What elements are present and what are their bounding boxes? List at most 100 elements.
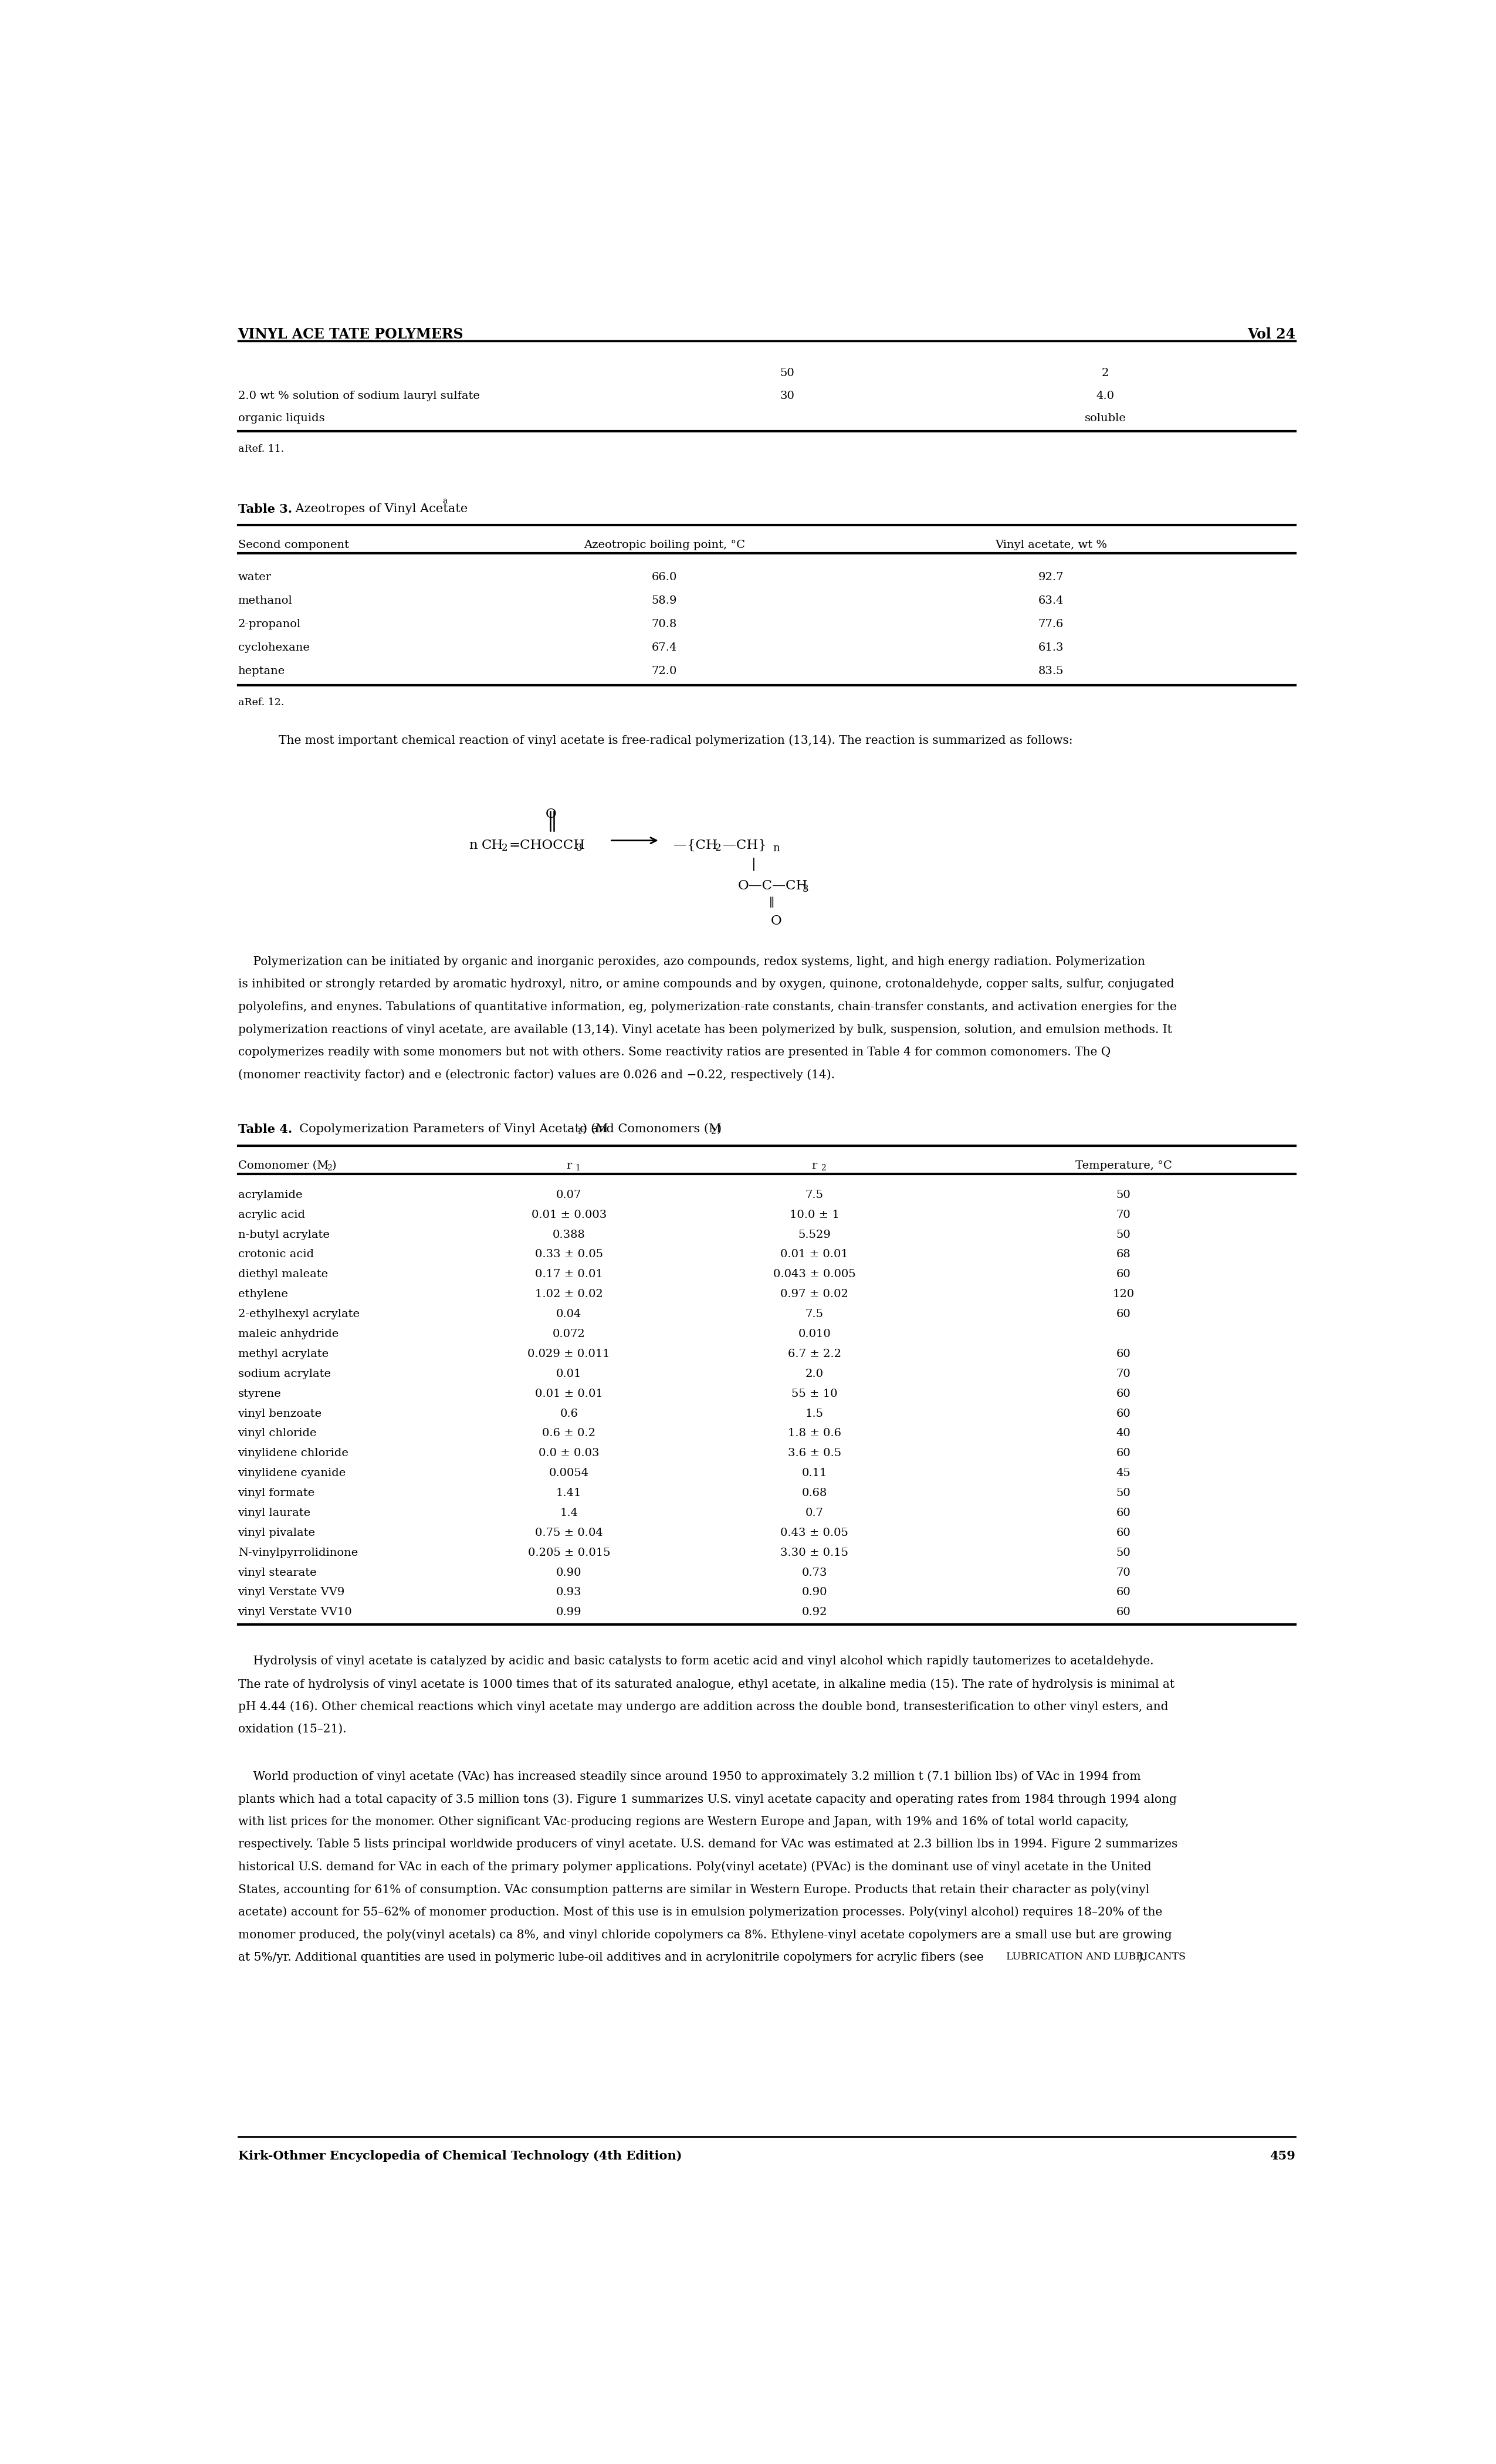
Text: oxidation (15–21).: oxidation (15–21). xyxy=(238,1725,346,1735)
Text: 55 ± 10: 55 ± 10 xyxy=(791,1387,838,1400)
Text: 0.90: 0.90 xyxy=(557,1567,582,1577)
Text: 40: 40 xyxy=(1116,1429,1131,1439)
Text: World production of vinyl acetate (VAc) has increased steadily since around 1950: World production of vinyl acetate (VAc) … xyxy=(238,1772,1140,1781)
Text: 3: 3 xyxy=(576,843,582,853)
Text: vinyl stearate: vinyl stearate xyxy=(238,1567,317,1577)
Text: crotonic acid: crotonic acid xyxy=(238,1249,314,1259)
Text: Temperature, °C: Temperature, °C xyxy=(1076,1161,1171,1170)
Text: 70: 70 xyxy=(1116,1210,1131,1220)
Text: 0.010: 0.010 xyxy=(797,1328,830,1340)
Text: vinyl laurate: vinyl laurate xyxy=(238,1508,311,1518)
Text: 0.11: 0.11 xyxy=(802,1469,827,1478)
Text: 2-ethylhexyl acrylate: 2-ethylhexyl acrylate xyxy=(238,1308,359,1321)
Text: 4.0: 4.0 xyxy=(1097,389,1115,402)
Text: 67.4: 67.4 xyxy=(652,643,678,653)
Text: ): ) xyxy=(332,1161,337,1170)
Text: 66.0: 66.0 xyxy=(652,572,678,582)
Text: CH: CH xyxy=(482,838,504,853)
Text: LUBRICATION AND LUBRICANTS: LUBRICATION AND LUBRICANTS xyxy=(1007,1951,1186,1961)
Text: 0.90: 0.90 xyxy=(802,1587,827,1597)
Text: O—C—CH: O—C—CH xyxy=(738,880,808,892)
Text: 2: 2 xyxy=(501,843,507,853)
Text: 6.7 ± 2.2: 6.7 ± 2.2 xyxy=(788,1348,841,1360)
Text: ∥: ∥ xyxy=(769,897,775,909)
Text: 3.30 ± 0.15: 3.30 ± 0.15 xyxy=(781,1547,848,1557)
Text: States, accounting for 61% of consumption. VAc consumption patterns are similar : States, accounting for 61% of consumptio… xyxy=(238,1885,1149,1895)
Text: organic liquids: organic liquids xyxy=(238,414,325,424)
Text: 50: 50 xyxy=(779,367,794,379)
Text: 68: 68 xyxy=(1116,1249,1131,1259)
Text: 58.9: 58.9 xyxy=(652,596,678,606)
Text: 459: 459 xyxy=(1270,2151,1296,2161)
Text: 0.043 ± 0.005: 0.043 ± 0.005 xyxy=(773,1269,856,1279)
Text: vinyl Verstate VV9: vinyl Verstate VV9 xyxy=(238,1587,346,1597)
Text: ): ) xyxy=(717,1124,721,1133)
Text: is inhibited or strongly retarded by aromatic hydroxyl, nitro, or amine compound: is inhibited or strongly retarded by aro… xyxy=(238,978,1174,991)
Text: 70.8: 70.8 xyxy=(652,618,678,631)
Text: aRef. 11.: aRef. 11. xyxy=(238,444,284,453)
Text: 0.68: 0.68 xyxy=(802,1488,827,1498)
Text: 2: 2 xyxy=(821,1163,826,1173)
Text: 2.0 wt % solution of sodium lauryl sulfate: 2.0 wt % solution of sodium lauryl sulfa… xyxy=(238,389,480,402)
Text: 3.6 ± 0.5: 3.6 ± 0.5 xyxy=(788,1449,841,1459)
Text: polyolefins, and enynes. Tabulations of quantitative information, eg, polymeriza: polyolefins, and enynes. Tabulations of … xyxy=(238,1000,1176,1013)
Text: vinyl chloride: vinyl chloride xyxy=(238,1429,317,1439)
Text: vinyl formate: vinyl formate xyxy=(238,1488,314,1498)
Text: n: n xyxy=(468,838,477,853)
Text: 0.43 ± 0.05: 0.43 ± 0.05 xyxy=(781,1528,848,1538)
Text: 70: 70 xyxy=(1116,1368,1131,1380)
Text: 60: 60 xyxy=(1116,1269,1131,1279)
Text: 0.75 ± 0.04: 0.75 ± 0.04 xyxy=(536,1528,603,1538)
Text: 1.41: 1.41 xyxy=(557,1488,582,1498)
Text: cyclohexane: cyclohexane xyxy=(238,643,310,653)
Text: 0.029 ± 0.011: 0.029 ± 0.011 xyxy=(528,1348,610,1360)
Text: 1: 1 xyxy=(576,1163,580,1173)
Text: diethyl maleate: diethyl maleate xyxy=(238,1269,328,1279)
Text: 0.01 ± 0.003: 0.01 ± 0.003 xyxy=(531,1210,606,1220)
Text: 1.8 ± 0.6: 1.8 ± 0.6 xyxy=(788,1429,841,1439)
Text: vinyl benzoate: vinyl benzoate xyxy=(238,1409,322,1419)
Text: vinylidene cyanide: vinylidene cyanide xyxy=(238,1469,346,1478)
Text: ethylene: ethylene xyxy=(238,1289,287,1299)
Text: 50: 50 xyxy=(1116,1488,1131,1498)
Text: Second component: Second component xyxy=(238,540,349,549)
Text: water: water xyxy=(238,572,271,582)
Text: 0.388: 0.388 xyxy=(552,1230,585,1239)
Text: 0.93: 0.93 xyxy=(557,1587,582,1597)
Text: 120: 120 xyxy=(1113,1289,1134,1299)
Text: heptane: heptane xyxy=(238,665,286,678)
Text: 1.02 ± 0.02: 1.02 ± 0.02 xyxy=(536,1289,603,1299)
Text: Azeotropes of Vinyl Acetate: Azeotropes of Vinyl Acetate xyxy=(292,503,468,515)
Text: 60: 60 xyxy=(1116,1449,1131,1459)
Text: plants which had a total capacity of 3.5 million tons (3). Figure 1 summarizes U: plants which had a total capacity of 3.5… xyxy=(238,1794,1176,1806)
Text: 0.6: 0.6 xyxy=(560,1409,577,1419)
Text: aRef. 12.: aRef. 12. xyxy=(238,697,284,707)
Text: 0.97 ± 0.02: 0.97 ± 0.02 xyxy=(781,1289,848,1299)
Text: Azeotropic boiling point, °C: Azeotropic boiling point, °C xyxy=(583,540,745,549)
Text: =CHOCCH: =CHOCCH xyxy=(509,838,585,853)
Text: 2: 2 xyxy=(711,1129,717,1136)
Text: with list prices for the monomer. Other significant VAc-producing regions are We: with list prices for the monomer. Other … xyxy=(238,1816,1128,1828)
Text: 7.5: 7.5 xyxy=(805,1308,823,1321)
Text: 0.99: 0.99 xyxy=(557,1607,582,1619)
Text: 77.6: 77.6 xyxy=(1038,618,1064,631)
Text: —CH}: —CH} xyxy=(723,838,766,853)
Text: methyl acrylate: methyl acrylate xyxy=(238,1348,328,1360)
Text: 60: 60 xyxy=(1116,1308,1131,1321)
Text: 0.205 ± 0.015: 0.205 ± 0.015 xyxy=(528,1547,610,1557)
Text: methanol: methanol xyxy=(238,596,292,606)
Text: 2-propanol: 2-propanol xyxy=(238,618,301,631)
Text: 60: 60 xyxy=(1116,1348,1131,1360)
Text: Vinyl acetate, wt %: Vinyl acetate, wt % xyxy=(995,540,1107,549)
Text: 60: 60 xyxy=(1116,1508,1131,1518)
Text: ).: ). xyxy=(1138,1951,1146,1964)
Text: acetate) account for 55–62% of monomer production. Most of this use is in emulsi: acetate) account for 55–62% of monomer p… xyxy=(238,1907,1162,1917)
Text: historical U.S. demand for VAc in each of the primary polymer applications. Poly: historical U.S. demand for VAc in each o… xyxy=(238,1860,1150,1873)
Text: pH 4.44 (16). Other chemical reactions which vinyl acetate may undergo are addit: pH 4.44 (16). Other chemical reactions w… xyxy=(238,1700,1168,1712)
Text: 60: 60 xyxy=(1116,1528,1131,1538)
Text: 0.7: 0.7 xyxy=(805,1508,823,1518)
Text: 0.6 ± 0.2: 0.6 ± 0.2 xyxy=(542,1429,595,1439)
Text: 72.0: 72.0 xyxy=(652,665,678,678)
Text: Comonomer (M: Comonomer (M xyxy=(238,1161,329,1170)
Text: 63.4: 63.4 xyxy=(1038,596,1064,606)
